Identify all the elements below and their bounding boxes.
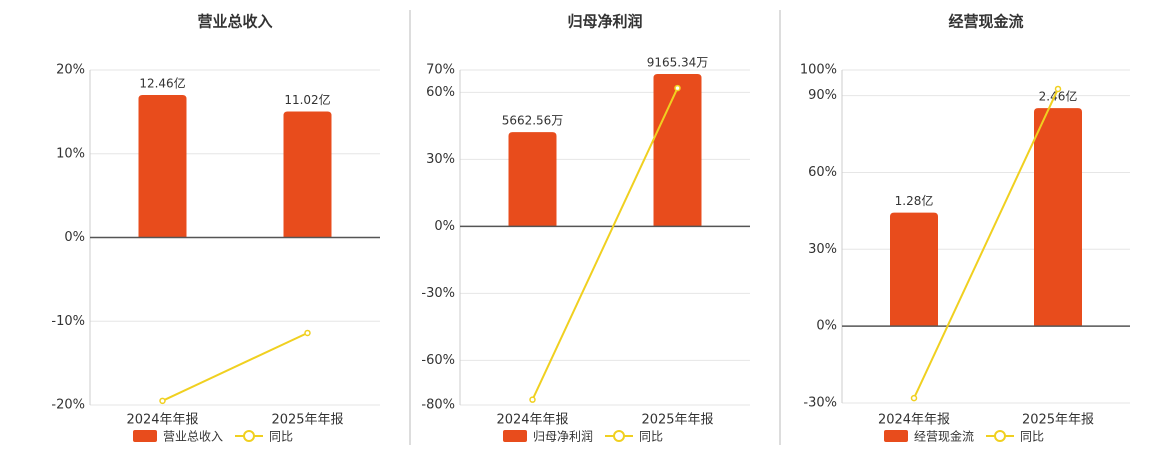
line-point bbox=[910, 394, 918, 402]
y-tick-label: 30% bbox=[426, 152, 455, 167]
bar bbox=[508, 132, 557, 226]
bar bbox=[890, 212, 938, 326]
y-tick-label: 100% bbox=[800, 63, 837, 78]
y-tick-label: -30% bbox=[421, 286, 455, 301]
legend-swatch bbox=[503, 430, 527, 442]
value-label: 1.28亿 bbox=[895, 193, 934, 208]
y-tick-label: 0% bbox=[64, 230, 85, 245]
y-tick-label: 0% bbox=[434, 219, 455, 234]
y-tick-label: 70% bbox=[426, 63, 455, 78]
x-tick-label: 2024年年报 bbox=[496, 413, 568, 428]
line bbox=[162, 332, 308, 402]
legend-label: 同比 bbox=[1020, 430, 1044, 444]
line-point bbox=[304, 329, 311, 337]
legend-swatch bbox=[884, 430, 908, 442]
line bbox=[913, 88, 1059, 399]
legend-swatch bbox=[994, 430, 1006, 442]
legend-label: 经营现金流 bbox=[914, 429, 974, 444]
y-tick-label: -30% bbox=[803, 396, 837, 411]
y-tick-label: -10% bbox=[51, 314, 85, 329]
x-tick-label: 2025年年报 bbox=[1022, 413, 1094, 428]
y-tick-label: 90% bbox=[808, 88, 837, 103]
line-point bbox=[529, 396, 536, 403]
y-tick-label: -20% bbox=[51, 398, 85, 413]
line-point bbox=[159, 397, 166, 405]
legend-swatch bbox=[613, 430, 625, 442]
y-tick-label: 0% bbox=[816, 319, 837, 334]
y-tick-label: -60% bbox=[421, 353, 455, 368]
legend-swatch bbox=[133, 430, 157, 442]
chart-title: 经营现金流 bbox=[948, 13, 1023, 31]
value-label: 9165.34万 bbox=[647, 55, 709, 69]
line-point bbox=[1054, 85, 1062, 93]
legend-swatch bbox=[243, 430, 255, 442]
value-label: 12.46亿 bbox=[139, 75, 185, 90]
bar bbox=[283, 111, 332, 238]
value-label: 2.46亿 bbox=[1039, 89, 1078, 104]
y-tick-label: -80% bbox=[421, 398, 455, 413]
y-tick-label: 10% bbox=[56, 146, 85, 161]
chart-title: 营业总收入 bbox=[197, 13, 272, 31]
legend-label: 同比 bbox=[269, 430, 293, 444]
bar bbox=[653, 73, 702, 226]
y-tick-label: 20% bbox=[56, 63, 85, 78]
legend-label: 营业总收入 bbox=[163, 430, 223, 444]
bar bbox=[138, 94, 187, 238]
x-tick-label: 2025年年报 bbox=[641, 413, 713, 428]
value-label: 5662.56万 bbox=[502, 114, 564, 128]
x-tick-label: 2024年年报 bbox=[126, 413, 198, 428]
legend-label: 归母净利润 bbox=[533, 430, 593, 444]
bar bbox=[1034, 108, 1082, 326]
legend-label: 同比 bbox=[639, 430, 663, 444]
chart-title: 归母净利润 bbox=[567, 13, 642, 31]
line-point bbox=[674, 84, 681, 92]
line bbox=[531, 87, 679, 401]
y-tick-label: 30% bbox=[808, 242, 837, 257]
y-tick-label: 60% bbox=[808, 165, 837, 180]
value-label: 11.02亿 bbox=[284, 92, 330, 107]
y-tick-label: 60% bbox=[426, 85, 455, 100]
x-tick-label: 2025年年报 bbox=[271, 413, 343, 428]
x-tick-label: 2024年年报 bbox=[878, 413, 950, 428]
